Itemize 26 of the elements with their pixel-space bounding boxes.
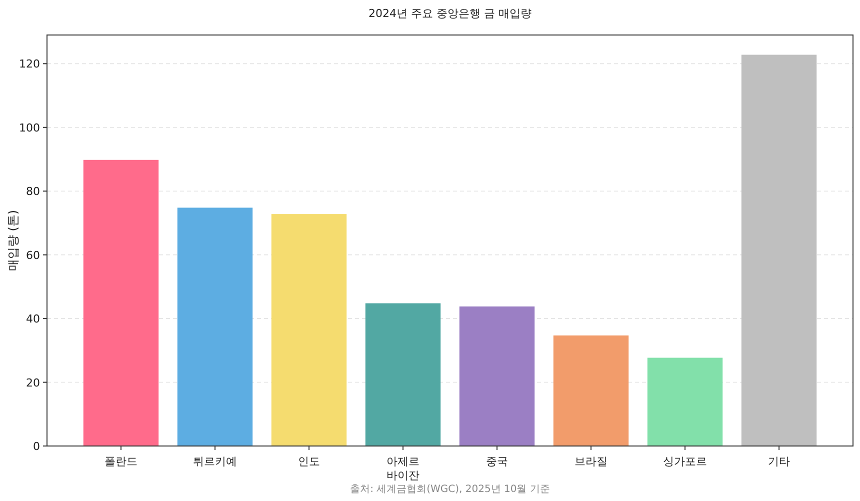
x-tick-label: 싱가포르 bbox=[663, 455, 708, 468]
y-tick-label: 40 bbox=[26, 312, 40, 326]
bar bbox=[459, 306, 535, 446]
bar bbox=[177, 208, 253, 446]
bar bbox=[365, 303, 441, 446]
x-tick-label: 튀르키예 bbox=[192, 455, 237, 468]
source-note: 출처: 세계금협회(WGC), 2025년 10월 기준 bbox=[350, 484, 550, 495]
y-tick-label: 20 bbox=[26, 376, 40, 390]
y-tick-label: 100 bbox=[19, 121, 40, 134]
y-tick-label: 0 bbox=[33, 440, 40, 453]
bar bbox=[271, 214, 347, 446]
x-tick-label: 아제르바이잔 bbox=[386, 455, 420, 482]
x-tick-label: 인도 bbox=[298, 455, 320, 468]
bar bbox=[647, 358, 723, 446]
chart-title: 2024년 주요 중앙은행 금 매입량 bbox=[368, 7, 532, 20]
bar bbox=[741, 54, 817, 446]
x-tick-label: 중국 bbox=[486, 455, 508, 468]
x-tick-label: 기타 bbox=[768, 455, 790, 468]
y-tick-label: 60 bbox=[26, 248, 40, 262]
y-axis-title: 매입량 (톤) bbox=[6, 210, 20, 272]
y-tick-label: 120 bbox=[19, 58, 40, 71]
bar bbox=[553, 335, 629, 446]
x-tick-label: 브라질 bbox=[574, 455, 608, 468]
y-tick-label: 80 bbox=[26, 185, 40, 198]
x-tick-label: 폴란드 bbox=[104, 455, 138, 468]
bar bbox=[83, 160, 159, 446]
